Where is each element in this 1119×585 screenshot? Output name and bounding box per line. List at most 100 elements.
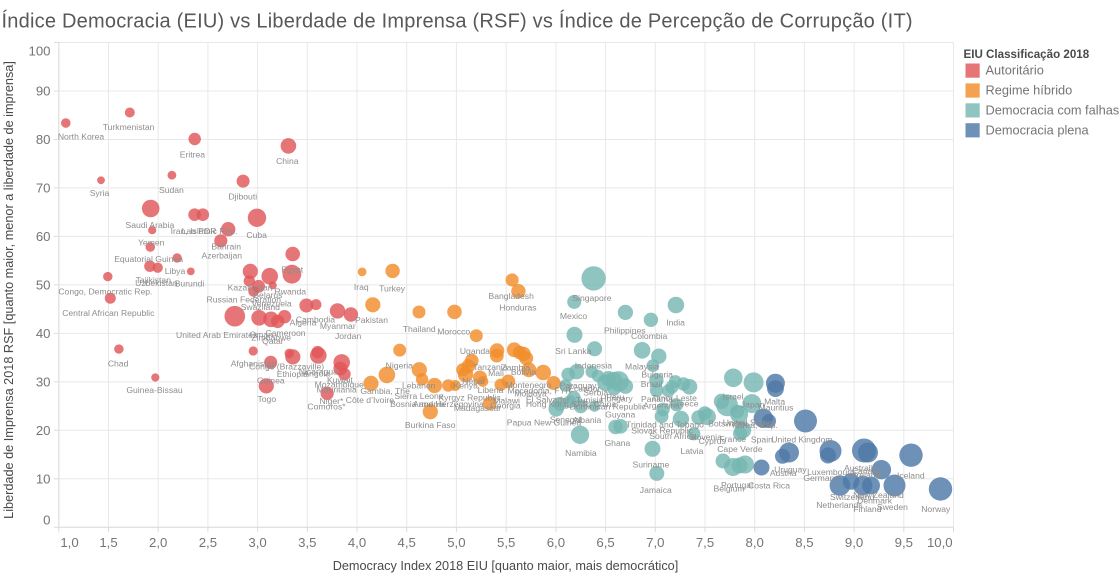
svg-text:Qatar: Qatar bbox=[262, 336, 284, 346]
svg-text:Bulgaria: Bulgaria bbox=[641, 370, 673, 380]
svg-text:Mexico: Mexico bbox=[560, 311, 587, 321]
svg-text:Swaziland: Swaziland bbox=[241, 302, 280, 312]
svg-text:Equatorial Guinea: Equatorial Guinea bbox=[114, 254, 183, 264]
svg-text:Yemen: Yemen bbox=[138, 238, 165, 248]
svg-text:Uganda: Uganda bbox=[460, 346, 490, 356]
svg-text:Comoros*: Comoros* bbox=[307, 401, 346, 411]
svg-text:Argentina: Argentina bbox=[643, 401, 680, 411]
svg-text:Central African Republic: Central African Republic bbox=[62, 308, 155, 318]
svg-text:Côte d’Ivoire: Côte d’Ivoire bbox=[346, 395, 394, 405]
svg-text:United Arab Emirates: United Arab Emirates bbox=[176, 330, 257, 340]
svg-text:Suriname: Suriname bbox=[633, 460, 670, 470]
svg-text:Djibouti: Djibouti bbox=[228, 192, 257, 202]
svg-text:Regime híbrido: Regime híbrido bbox=[986, 83, 1073, 98]
svg-text:Brazil: Brazil bbox=[641, 379, 663, 389]
svg-text:Liberdade de Imprensa 2018 RSF: Liberdade de Imprensa 2018 RSF [quanto m… bbox=[2, 61, 16, 519]
svg-text:4,0: 4,0 bbox=[348, 535, 366, 550]
svg-text:Norway: Norway bbox=[921, 504, 951, 514]
svg-text:Syria: Syria bbox=[90, 188, 110, 198]
svg-text:Guyana: Guyana bbox=[605, 410, 635, 420]
svg-text:Guinea-Bissau: Guinea-Bissau bbox=[126, 385, 183, 395]
svg-text:India: India bbox=[666, 318, 685, 328]
svg-text:2,5: 2,5 bbox=[199, 535, 217, 550]
svg-text:Bangladesh: Bangladesh bbox=[488, 291, 534, 301]
svg-text:Indonesia: Indonesia bbox=[575, 361, 612, 371]
svg-text:10: 10 bbox=[36, 472, 51, 487]
svg-text:Sudan: Sudan bbox=[159, 185, 184, 195]
svg-text:7,5: 7,5 bbox=[696, 535, 714, 550]
svg-text:2,0: 2,0 bbox=[149, 535, 167, 550]
svg-text:China: China bbox=[276, 156, 299, 166]
svg-text:Botswana: Botswana bbox=[708, 419, 746, 429]
svg-text:Sweden: Sweden bbox=[877, 502, 908, 512]
svg-text:North Korea: North Korea bbox=[58, 132, 105, 142]
svg-text:Sri Lanka: Sri Lanka bbox=[555, 346, 592, 356]
svg-text:Turkmenistan: Turkmenistan bbox=[103, 122, 155, 132]
svg-text:Namibia: Namibia bbox=[565, 448, 597, 458]
svg-text:EIU Classificação 2018: EIU Classificação 2018 bbox=[964, 48, 1090, 61]
svg-text:3,5: 3,5 bbox=[298, 535, 316, 550]
svg-text:Peru: Peru bbox=[606, 392, 624, 402]
svg-text:Singapore: Singapore bbox=[572, 293, 611, 303]
svg-text:Índice Democracia (EIU) vs Lib: Índice Democracia (EIU) vs Liberdade de … bbox=[2, 10, 913, 33]
svg-text:70: 70 bbox=[36, 181, 51, 196]
svg-text:Iraq: Iraq bbox=[354, 282, 369, 292]
svg-text:Burundi: Burundi bbox=[175, 278, 205, 288]
svg-text:Autoritário: Autoritário bbox=[986, 63, 1044, 78]
svg-text:Germany: Germany bbox=[803, 473, 839, 483]
svg-text:3,0: 3,0 bbox=[248, 535, 266, 550]
svg-text:6,5: 6,5 bbox=[596, 535, 614, 550]
svg-text:5,0: 5,0 bbox=[447, 535, 465, 550]
svg-text:Latvia: Latvia bbox=[680, 446, 703, 456]
svg-text:Mauritius: Mauritius bbox=[759, 403, 794, 413]
svg-text:Turkey: Turkey bbox=[379, 283, 406, 293]
svg-text:Eritrea: Eritrea bbox=[180, 149, 206, 159]
svg-text:Algeria: Algeria bbox=[290, 317, 317, 327]
svg-text:Spain: Spain bbox=[751, 434, 773, 444]
svg-text:20: 20 bbox=[36, 423, 51, 438]
svg-text:Togo: Togo bbox=[257, 394, 276, 404]
svg-text:Jamaica: Jamaica bbox=[640, 485, 672, 495]
svg-text:1,5: 1,5 bbox=[99, 535, 117, 550]
svg-text:Belgium: Belgium bbox=[713, 483, 744, 493]
svg-text:Georgia: Georgia bbox=[490, 401, 521, 411]
svg-text:Azerbaijan: Azerbaijan bbox=[201, 250, 242, 260]
svg-text:Pakistan: Pakistan bbox=[355, 315, 388, 325]
svg-text:Austria: Austria bbox=[770, 468, 797, 478]
svg-text:Guinea: Guinea bbox=[257, 375, 285, 385]
svg-text:Costa Rica: Costa Rica bbox=[748, 481, 790, 491]
svg-text:Jordan: Jordan bbox=[335, 331, 361, 341]
svg-text:Cuba: Cuba bbox=[246, 230, 267, 240]
svg-text:1,0: 1,0 bbox=[60, 535, 78, 550]
svg-text:France: France bbox=[719, 434, 746, 444]
svg-text:8,5: 8,5 bbox=[795, 535, 813, 550]
svg-text:4,5: 4,5 bbox=[398, 535, 416, 550]
svg-text:Congo, Democratic Rep.: Congo, Democratic Rep. bbox=[58, 287, 152, 297]
svg-text:Ireland: Ireland bbox=[854, 470, 880, 480]
svg-text:Ghana: Ghana bbox=[604, 438, 630, 448]
svg-text:80: 80 bbox=[36, 132, 51, 147]
svg-text:8,0: 8,0 bbox=[746, 535, 764, 550]
svg-text:Bolivia: Bolivia bbox=[511, 367, 537, 377]
svg-text:Cape Verde: Cape Verde bbox=[717, 444, 763, 454]
svg-text:Colombia: Colombia bbox=[631, 331, 668, 341]
svg-text:Honduras: Honduras bbox=[499, 303, 536, 313]
svg-text:Papua New Guinea: Papua New Guinea bbox=[507, 417, 582, 427]
svg-text:United Kingdom: United Kingdom bbox=[771, 435, 832, 445]
svg-text:Egypt: Egypt bbox=[281, 265, 304, 275]
svg-text:30: 30 bbox=[36, 375, 51, 390]
svg-text:40: 40 bbox=[36, 326, 51, 341]
svg-text:6,0: 6,0 bbox=[547, 535, 565, 550]
svg-text:Democracia com falhas: Democracia com falhas bbox=[986, 103, 1119, 118]
svg-text:100: 100 bbox=[28, 44, 50, 59]
svg-text:Chad: Chad bbox=[108, 358, 129, 368]
svg-text:5,5: 5,5 bbox=[497, 535, 515, 550]
svg-text:Saudi Arabia: Saudi Arabia bbox=[126, 220, 175, 230]
svg-text:90: 90 bbox=[36, 84, 51, 99]
svg-text:9,0: 9,0 bbox=[845, 535, 863, 550]
svg-text:10,0: 10,0 bbox=[927, 535, 953, 550]
svg-text:7,0: 7,0 bbox=[646, 535, 664, 550]
svg-text:Morocco: Morocco bbox=[437, 326, 470, 336]
svg-text:Lebanon: Lebanon bbox=[402, 380, 436, 390]
svg-text:Myanmar: Myanmar bbox=[320, 321, 356, 331]
